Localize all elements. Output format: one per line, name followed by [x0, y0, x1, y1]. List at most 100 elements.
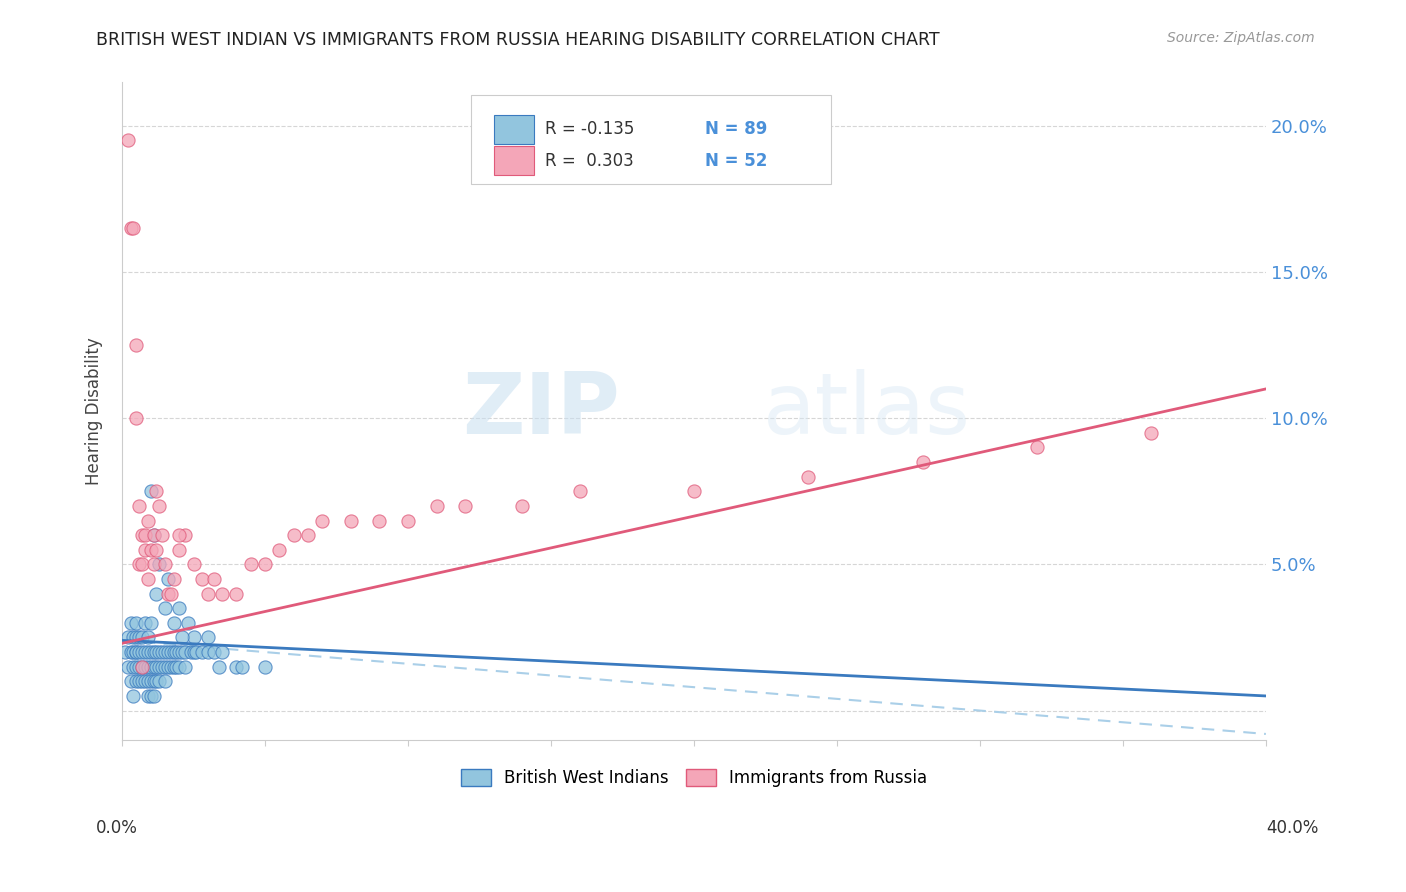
Text: 0.0%: 0.0% — [96, 819, 138, 837]
Point — [153, 674, 176, 689]
Point — [225, 586, 247, 600]
Point — [167, 645, 190, 659]
Point — [139, 484, 162, 499]
Point — [340, 514, 363, 528]
Point — [128, 499, 150, 513]
Point — [311, 514, 333, 528]
Point — [139, 659, 162, 673]
Point — [148, 499, 170, 513]
Point — [162, 659, 184, 673]
Point — [165, 645, 187, 659]
Point — [197, 631, 219, 645]
Point — [911, 455, 934, 469]
Text: Source: ZipAtlas.com: Source: ZipAtlas.com — [1167, 31, 1315, 45]
Point — [211, 645, 233, 659]
Text: BRITISH WEST INDIAN VS IMMIGRANTS FROM RUSSIA HEARING DISABILITY CORRELATION CHA: BRITISH WEST INDIAN VS IMMIGRANTS FROM R… — [96, 31, 939, 49]
Point — [167, 542, 190, 557]
Point — [148, 645, 170, 659]
Point — [156, 586, 179, 600]
Point — [134, 615, 156, 630]
Point — [128, 631, 150, 645]
Point — [125, 645, 148, 659]
Point — [162, 572, 184, 586]
Point — [167, 601, 190, 615]
Point — [139, 645, 162, 659]
Point — [125, 645, 148, 659]
Text: N = 52: N = 52 — [706, 152, 768, 169]
Point — [162, 645, 184, 659]
FancyBboxPatch shape — [471, 95, 831, 184]
Point — [145, 645, 167, 659]
Point — [183, 558, 205, 572]
Point — [186, 645, 208, 659]
Point — [131, 659, 153, 673]
Text: R = -0.135: R = -0.135 — [546, 120, 634, 138]
Point — [148, 558, 170, 572]
Text: atlas: atlas — [762, 369, 970, 452]
Point — [122, 221, 145, 235]
Point — [136, 674, 159, 689]
Point — [131, 645, 153, 659]
Point — [134, 542, 156, 557]
Point — [156, 659, 179, 673]
Point — [142, 558, 165, 572]
Point — [125, 615, 148, 630]
Point — [148, 659, 170, 673]
Point — [150, 659, 173, 673]
Point — [159, 645, 181, 659]
Point — [568, 484, 591, 499]
Point — [136, 514, 159, 528]
Point — [153, 659, 176, 673]
Point — [125, 631, 148, 645]
Point — [172, 631, 194, 645]
Point — [128, 659, 150, 673]
Point — [426, 499, 449, 513]
Point — [153, 558, 176, 572]
Point — [117, 133, 139, 147]
Point — [150, 645, 173, 659]
Point — [368, 514, 391, 528]
FancyBboxPatch shape — [494, 115, 534, 145]
Point — [122, 659, 145, 673]
Text: N = 89: N = 89 — [706, 120, 768, 138]
Point — [269, 542, 291, 557]
FancyBboxPatch shape — [494, 145, 534, 176]
Point — [131, 674, 153, 689]
Point — [145, 674, 167, 689]
Point — [136, 689, 159, 703]
Point — [174, 645, 197, 659]
Point — [117, 659, 139, 673]
Point — [120, 615, 142, 630]
Point — [283, 528, 305, 542]
Point — [180, 645, 202, 659]
Point — [134, 659, 156, 673]
Point — [297, 528, 319, 542]
Point — [122, 631, 145, 645]
Point — [134, 645, 156, 659]
Point — [142, 528, 165, 542]
Point — [120, 221, 142, 235]
Point — [142, 674, 165, 689]
Text: R =  0.303: R = 0.303 — [546, 152, 634, 169]
Point — [191, 572, 214, 586]
Point — [142, 528, 165, 542]
Point — [128, 645, 150, 659]
Point — [139, 689, 162, 703]
Point — [122, 689, 145, 703]
Point — [1140, 425, 1163, 440]
Point — [253, 659, 276, 673]
Point — [136, 645, 159, 659]
Point — [156, 572, 179, 586]
Point — [183, 631, 205, 645]
Point — [136, 659, 159, 673]
Point — [183, 645, 205, 659]
Point — [139, 542, 162, 557]
Point — [145, 542, 167, 557]
Point — [153, 645, 176, 659]
Point — [125, 411, 148, 425]
Point — [211, 586, 233, 600]
Point — [122, 645, 145, 659]
Point — [174, 659, 197, 673]
Point — [128, 558, 150, 572]
Point — [136, 631, 159, 645]
